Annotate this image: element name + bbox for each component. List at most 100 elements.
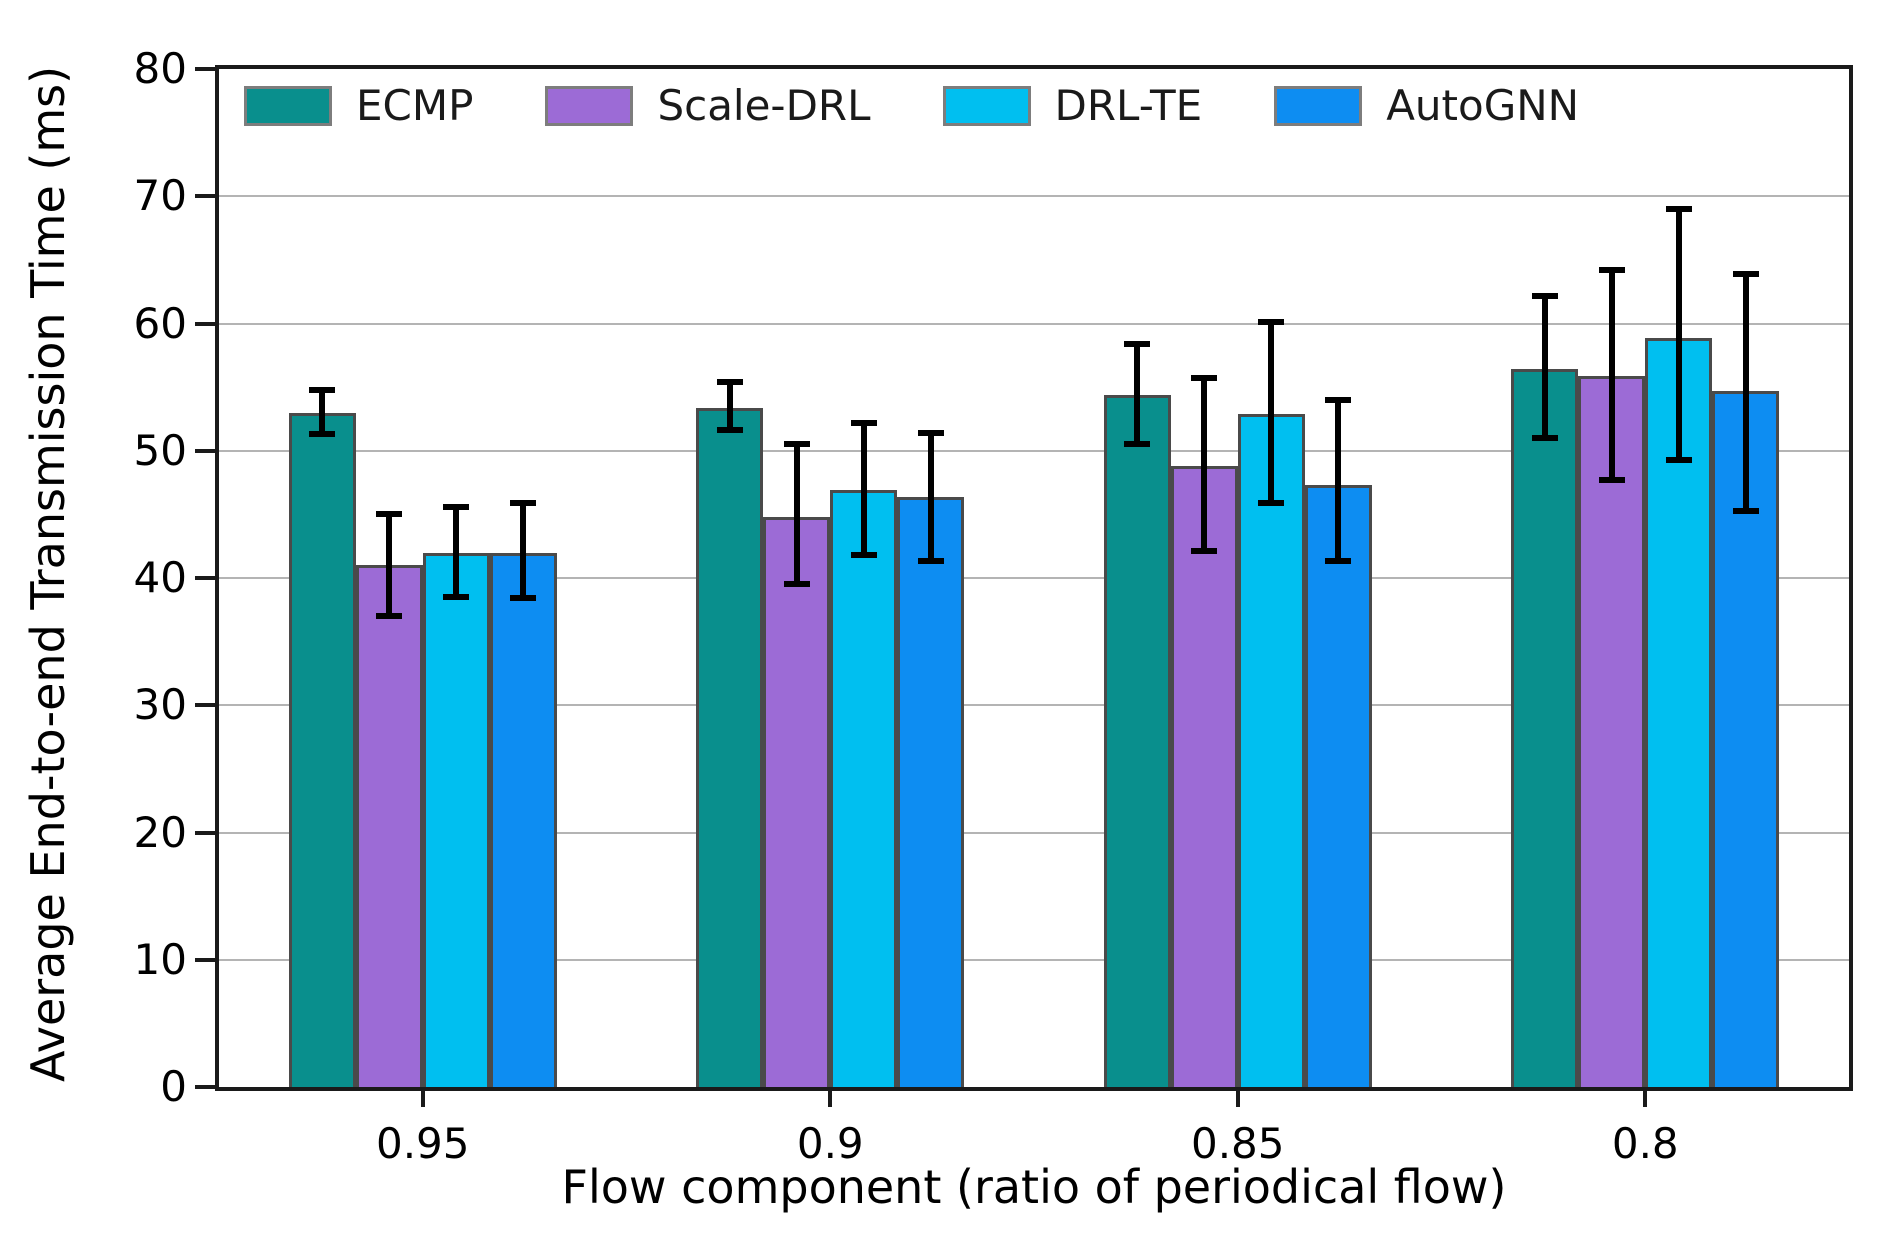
x-tick-label-0.95: 0.95 xyxy=(375,1119,470,1168)
errorbar-autognn-0.9 xyxy=(927,432,934,562)
y-tick-label-60: 60 xyxy=(133,298,187,348)
errorbar-autognn-0.95 xyxy=(520,502,527,599)
y-tick-mark-40 xyxy=(195,576,215,580)
bar-scale-drl-0.95 xyxy=(355,565,423,1087)
legend-item-scale-drl: Scale-DRL xyxy=(545,83,871,129)
errorbar-autognn-0.85 xyxy=(1335,399,1342,562)
errorbar-drl-te-0.85 xyxy=(1268,322,1275,503)
y-tick-mark-80 xyxy=(195,67,215,71)
legend-swatch-autognn xyxy=(1274,86,1363,126)
gridline-40 xyxy=(219,577,1849,579)
bar-drl-te-0.9 xyxy=(830,490,898,1087)
x-axis-label: Flow component (ratio of periodical flow… xyxy=(561,1160,1507,1214)
errorbar-cap-bottom-drl-te-0.8 xyxy=(1665,456,1692,463)
errorbar-cap-bottom-scale-drl-0.95 xyxy=(376,613,403,620)
gridline-50 xyxy=(219,449,1849,452)
gridline-20 xyxy=(219,831,1849,834)
gridline-60 xyxy=(219,322,1849,325)
bar-drl-te-0.95 xyxy=(422,552,490,1087)
errorbar-cap-bottom-ecmp-0.95 xyxy=(309,431,336,438)
y-tick-label-40: 40 xyxy=(133,553,187,602)
errorbar-cap-bottom-scale-drl-0.85 xyxy=(1191,548,1218,555)
bar-scale-drl-0.8 xyxy=(1578,375,1646,1087)
y-tick-label-30: 30 xyxy=(133,680,187,730)
legend-item-autognn: AutoGNN xyxy=(1274,83,1579,129)
bar-ecmp-0.85 xyxy=(1103,394,1171,1087)
y-tick-label-0: 0 xyxy=(160,1062,187,1111)
bar-scale-drl-0.9 xyxy=(763,516,831,1087)
errorbar-cap-top-ecmp-0.85 xyxy=(1124,340,1151,347)
legend-swatch-ecmp xyxy=(244,86,332,126)
bar-ecmp-0.95 xyxy=(288,412,356,1087)
errorbar-ecmp-0.9 xyxy=(726,382,733,431)
x-tick-label-0.85: 0.85 xyxy=(1190,1119,1285,1168)
legend-swatch-drl-te xyxy=(942,86,1031,126)
bar-ecmp-0.8 xyxy=(1511,369,1579,1087)
bar-autognn-0.85 xyxy=(1304,485,1372,1087)
plot-area: ECMP Scale-DRL DRL-TE AutoGNN xyxy=(215,65,1853,1091)
x-tick-mark-0.8 xyxy=(1643,1091,1648,1107)
errorbar-autognn-0.8 xyxy=(1742,273,1749,511)
x-tick-label-0.9: 0.9 xyxy=(796,1119,864,1168)
y-tick-mark-30 xyxy=(195,703,215,708)
errorbar-scale-drl-0.85 xyxy=(1201,378,1208,552)
y-axis-label: Average End-to-end Transmission Time (ms… xyxy=(21,65,75,1083)
errorbar-ecmp-0.85 xyxy=(1134,343,1141,445)
errorbar-cap-bottom-drl-te-0.95 xyxy=(443,594,470,601)
bar-autognn-0.9 xyxy=(897,496,965,1087)
errorbar-drl-te-0.9 xyxy=(860,422,867,556)
y-tick-label-70: 70 xyxy=(133,171,187,221)
errorbar-ecmp-0.95 xyxy=(319,389,326,435)
y-tick-mark-0 xyxy=(195,1085,215,1089)
errorbar-cap-top-drl-te-0.85 xyxy=(1258,319,1285,326)
gridline-70 xyxy=(219,195,1849,198)
errorbar-cap-top-drl-te-0.95 xyxy=(443,503,470,510)
errorbar-scale-drl-0.9 xyxy=(793,444,800,585)
bar-autognn-0.95 xyxy=(489,552,557,1087)
errorbar-cap-bottom-autognn-0.95 xyxy=(510,595,537,602)
gridline-10 xyxy=(219,958,1849,961)
errorbar-cap-top-autognn-0.85 xyxy=(1325,396,1352,403)
errorbar-cap-top-ecmp-0.95 xyxy=(309,386,336,393)
bar-autognn-0.8 xyxy=(1712,390,1780,1087)
errorbar-scale-drl-0.95 xyxy=(386,514,393,617)
y-tick-label-50: 50 xyxy=(133,425,187,475)
legend: ECMP Scale-DRL DRL-TE AutoGNN xyxy=(244,83,1579,129)
legend-label-autognn: AutoGNN xyxy=(1386,81,1580,130)
y-tick-mark-50 xyxy=(195,448,215,453)
errorbar-cap-bottom-drl-te-0.85 xyxy=(1258,499,1285,506)
x-tick-mark-0.9 xyxy=(828,1091,833,1107)
legend-label-ecmp: ECMP xyxy=(356,81,474,130)
y-tick-mark-10 xyxy=(195,957,215,962)
errorbar-cap-bottom-drl-te-0.9 xyxy=(850,552,877,559)
legend-label-drl-te: DRL-TE xyxy=(1054,81,1203,130)
legend-item-drl-te: DRL-TE xyxy=(942,81,1203,130)
gridline-30 xyxy=(219,704,1849,707)
errorbar-cap-top-scale-drl-0.85 xyxy=(1191,375,1218,382)
errorbar-cap-bottom-ecmp-0.85 xyxy=(1124,441,1151,448)
errorbar-cap-bottom-autognn-0.85 xyxy=(1325,558,1352,565)
y-tick-label-10: 10 xyxy=(133,934,187,984)
y-tick-mark-60 xyxy=(195,321,215,326)
bar-ecmp-0.9 xyxy=(696,407,764,1087)
y-tick-label-20: 20 xyxy=(133,807,187,857)
errorbar-cap-top-scale-drl-0.8 xyxy=(1598,267,1625,274)
errorbar-cap-bottom-ecmp-0.9 xyxy=(716,427,743,434)
errorbar-ecmp-0.8 xyxy=(1541,295,1548,439)
errorbar-cap-top-autognn-0.8 xyxy=(1732,270,1759,277)
errorbar-cap-bottom-scale-drl-0.8 xyxy=(1598,477,1625,484)
x-tick-label-0.8: 0.8 xyxy=(1611,1119,1679,1168)
bar-scale-drl-0.85 xyxy=(1170,466,1238,1087)
x-tick-mark-0.85 xyxy=(1235,1091,1240,1107)
y-tick-mark-20 xyxy=(195,830,215,835)
errorbar-drl-te-0.8 xyxy=(1675,208,1682,460)
errorbar-cap-bottom-ecmp-0.8 xyxy=(1531,435,1558,442)
errorbar-cap-bottom-autognn-0.9 xyxy=(917,558,944,565)
errorbar-cap-top-ecmp-0.9 xyxy=(716,379,743,386)
errorbar-cap-top-ecmp-0.8 xyxy=(1531,292,1558,299)
plot-inner xyxy=(219,69,1849,1087)
errorbar-cap-top-drl-te-0.8 xyxy=(1665,205,1692,212)
bar-drl-te-0.85 xyxy=(1237,413,1305,1087)
errorbar-cap-bottom-scale-drl-0.9 xyxy=(783,581,810,588)
